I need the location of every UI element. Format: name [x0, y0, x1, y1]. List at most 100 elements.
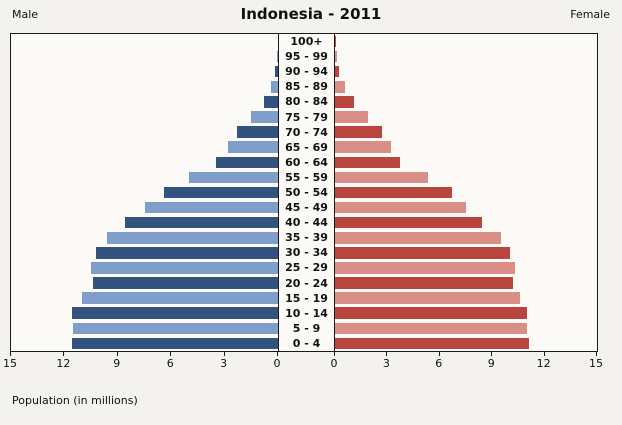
x-tick-label: 0 — [330, 357, 338, 370]
female-bar — [335, 307, 528, 319]
x-tick-mark — [63, 352, 65, 356]
female-bar — [335, 292, 521, 304]
x-tick-label: 6 — [166, 357, 174, 370]
female-row — [335, 64, 597, 79]
male-row — [11, 185, 278, 200]
male-bar — [71, 307, 278, 319]
age-label: 50 - 54 — [285, 185, 328, 199]
male-row — [11, 215, 278, 230]
x-tick-label: 15 — [3, 357, 17, 370]
female-row — [335, 245, 597, 260]
male-row — [11, 94, 278, 109]
male-bar — [107, 232, 278, 244]
female-row — [335, 125, 597, 140]
female-bar — [335, 201, 466, 214]
female-row — [335, 34, 597, 49]
female-bar — [335, 232, 501, 244]
age-label: 85 - 89 — [285, 80, 328, 94]
female-bar — [335, 96, 355, 108]
female-row — [335, 230, 597, 245]
x-tick-mark — [334, 352, 335, 356]
male-row — [11, 140, 278, 155]
male-bar — [164, 186, 278, 199]
female-row — [335, 94, 597, 109]
male-row — [11, 49, 278, 64]
female-row — [335, 336, 597, 351]
female-bar — [335, 126, 383, 138]
male-row — [11, 155, 278, 170]
male-bar — [277, 50, 278, 63]
male-row — [11, 64, 278, 79]
male-bars-panel — [11, 34, 278, 351]
age-label: 15 - 19 — [285, 291, 328, 305]
female-row — [335, 170, 597, 185]
female-side-label: Female — [570, 8, 610, 21]
x-tick-mark — [543, 352, 545, 356]
female-row — [335, 215, 597, 230]
x-tick-mark — [491, 352, 493, 356]
female-bar — [335, 262, 515, 274]
male-bar — [228, 141, 278, 153]
male-bar — [144, 201, 278, 214]
x-tick-mark — [386, 352, 388, 356]
female-row — [335, 109, 597, 124]
age-label: 30 - 34 — [285, 246, 328, 260]
age-label: 55 - 59 — [285, 170, 328, 184]
age-label: 70 - 74 — [285, 125, 328, 139]
female-row — [335, 260, 597, 275]
female-row — [335, 321, 597, 336]
male-bar — [237, 126, 278, 138]
male-bar — [263, 96, 278, 108]
female-row — [335, 49, 597, 64]
female-bar — [335, 171, 428, 184]
female-bar — [335, 277, 514, 289]
female-row — [335, 276, 597, 291]
age-label: 5 - 9 — [292, 321, 321, 335]
age-label: 10 - 14 — [285, 306, 328, 320]
male-row — [11, 245, 278, 260]
female-bar — [335, 247, 510, 259]
male-bar — [251, 111, 278, 123]
female-row — [335, 155, 597, 170]
male-bar — [96, 247, 278, 259]
age-label: 65 - 69 — [285, 140, 328, 154]
male-bar — [73, 322, 278, 335]
male-row — [11, 276, 278, 291]
male-bar — [215, 156, 278, 169]
age-label: 25 - 29 — [285, 261, 328, 275]
male-row — [11, 109, 278, 124]
x-tick-mark — [223, 352, 225, 356]
age-label: 75 - 79 — [285, 110, 328, 124]
male-row — [11, 336, 278, 351]
age-label: 100+ — [290, 35, 323, 49]
male-row — [11, 79, 278, 94]
female-bar — [335, 50, 337, 63]
plot-area: 100+ 95 - 99 90 - 94 85 - 89 80 - 84 75 - 79 7… — [10, 33, 598, 352]
age-label: 35 - 39 — [285, 231, 328, 245]
age-label: 45 - 49 — [285, 201, 328, 215]
male-bar — [91, 262, 278, 274]
x-tick-mark — [438, 352, 440, 356]
male-bar — [270, 81, 278, 93]
male-row — [11, 260, 278, 275]
male-row — [11, 170, 278, 185]
female-bar — [335, 337, 529, 350]
age-label: 95 - 99 — [285, 50, 328, 64]
female-row — [335, 306, 597, 321]
x-tick-mark — [116, 352, 118, 356]
age-labels-column: 100+ 95 - 99 90 - 94 85 - 89 80 - 84 75 - 79 7… — [278, 34, 335, 351]
male-bar — [275, 65, 278, 78]
male-bar — [189, 171, 278, 184]
male-row — [11, 321, 278, 336]
x-tick-mark — [170, 352, 172, 356]
male-row — [11, 291, 278, 306]
female-bar — [335, 35, 336, 48]
male-row — [11, 34, 278, 49]
female-bar — [335, 141, 391, 153]
axis-caption: Population (in millions) — [12, 394, 138, 407]
female-bar — [335, 322, 528, 335]
female-row — [335, 79, 597, 94]
male-row — [11, 200, 278, 215]
x-tick-label: 15 — [589, 357, 603, 370]
x-axis: 15 12 9 6 3 0 0 3 6 9 12 15 — [3, 352, 603, 374]
